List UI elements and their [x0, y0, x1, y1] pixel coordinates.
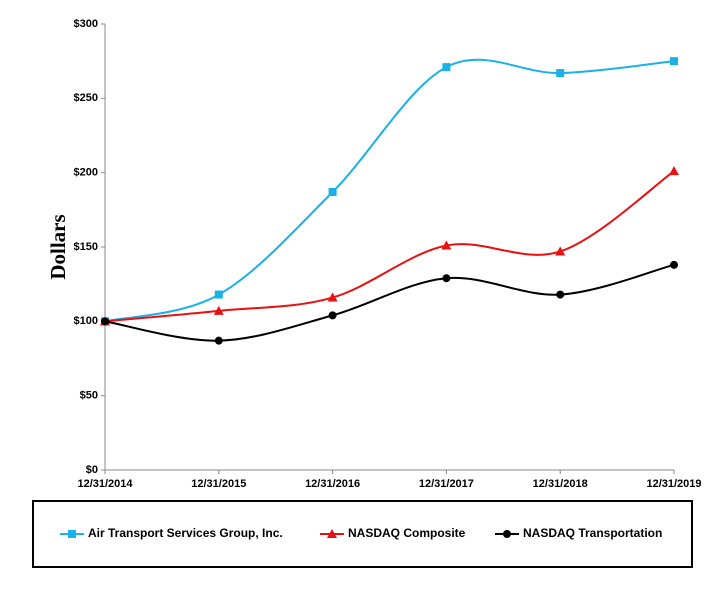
- point: [670, 260, 678, 269]
- series-line: [104, 170, 675, 323]
- point: [556, 69, 565, 78]
- x-tick-label: 12/31/2014: [77, 478, 133, 490]
- point: [669, 166, 679, 176]
- point: [442, 63, 451, 72]
- point: [328, 187, 337, 196]
- point: [214, 336, 223, 345]
- y-tick-label: $50: [80, 390, 98, 402]
- point: [441, 240, 452, 250]
- y-tick-label: $200: [74, 167, 98, 179]
- point: [670, 57, 678, 66]
- legend-label: Air Transport Services Group, Inc.: [88, 526, 283, 540]
- y-tick-label: $100: [74, 315, 98, 327]
- point: [328, 311, 337, 320]
- y-tick-label: $0: [86, 464, 98, 476]
- x-tick-label: 12/31/2017: [419, 478, 474, 490]
- point: [556, 290, 565, 299]
- y-tick-label: $250: [74, 92, 98, 104]
- x-tick-label: 12/31/2018: [533, 478, 588, 490]
- legend-marker: [503, 530, 511, 538]
- point: [442, 274, 451, 283]
- y-tick-label: $150: [74, 241, 98, 253]
- y-tick-label: $300: [74, 18, 98, 30]
- x-tick-label: 12/31/2019: [646, 478, 701, 490]
- legend-label: NASDAQ Composite: [348, 526, 466, 540]
- legend-marker: [68, 530, 76, 538]
- point: [213, 305, 224, 315]
- point: [214, 290, 223, 299]
- legend-box: [32, 500, 693, 568]
- point: [101, 317, 109, 326]
- series-line: [104, 58, 675, 323]
- legend-marker: [327, 529, 337, 538]
- y-axis-label: Dollars: [46, 214, 70, 279]
- point: [327, 292, 338, 302]
- legend-label: NASDAQ Transportation: [523, 526, 662, 540]
- point: [555, 246, 566, 256]
- x-tick-label: 12/31/2016: [305, 478, 360, 490]
- x-tick-label: 12/31/2015: [191, 478, 246, 490]
- series-line: [104, 263, 675, 342]
